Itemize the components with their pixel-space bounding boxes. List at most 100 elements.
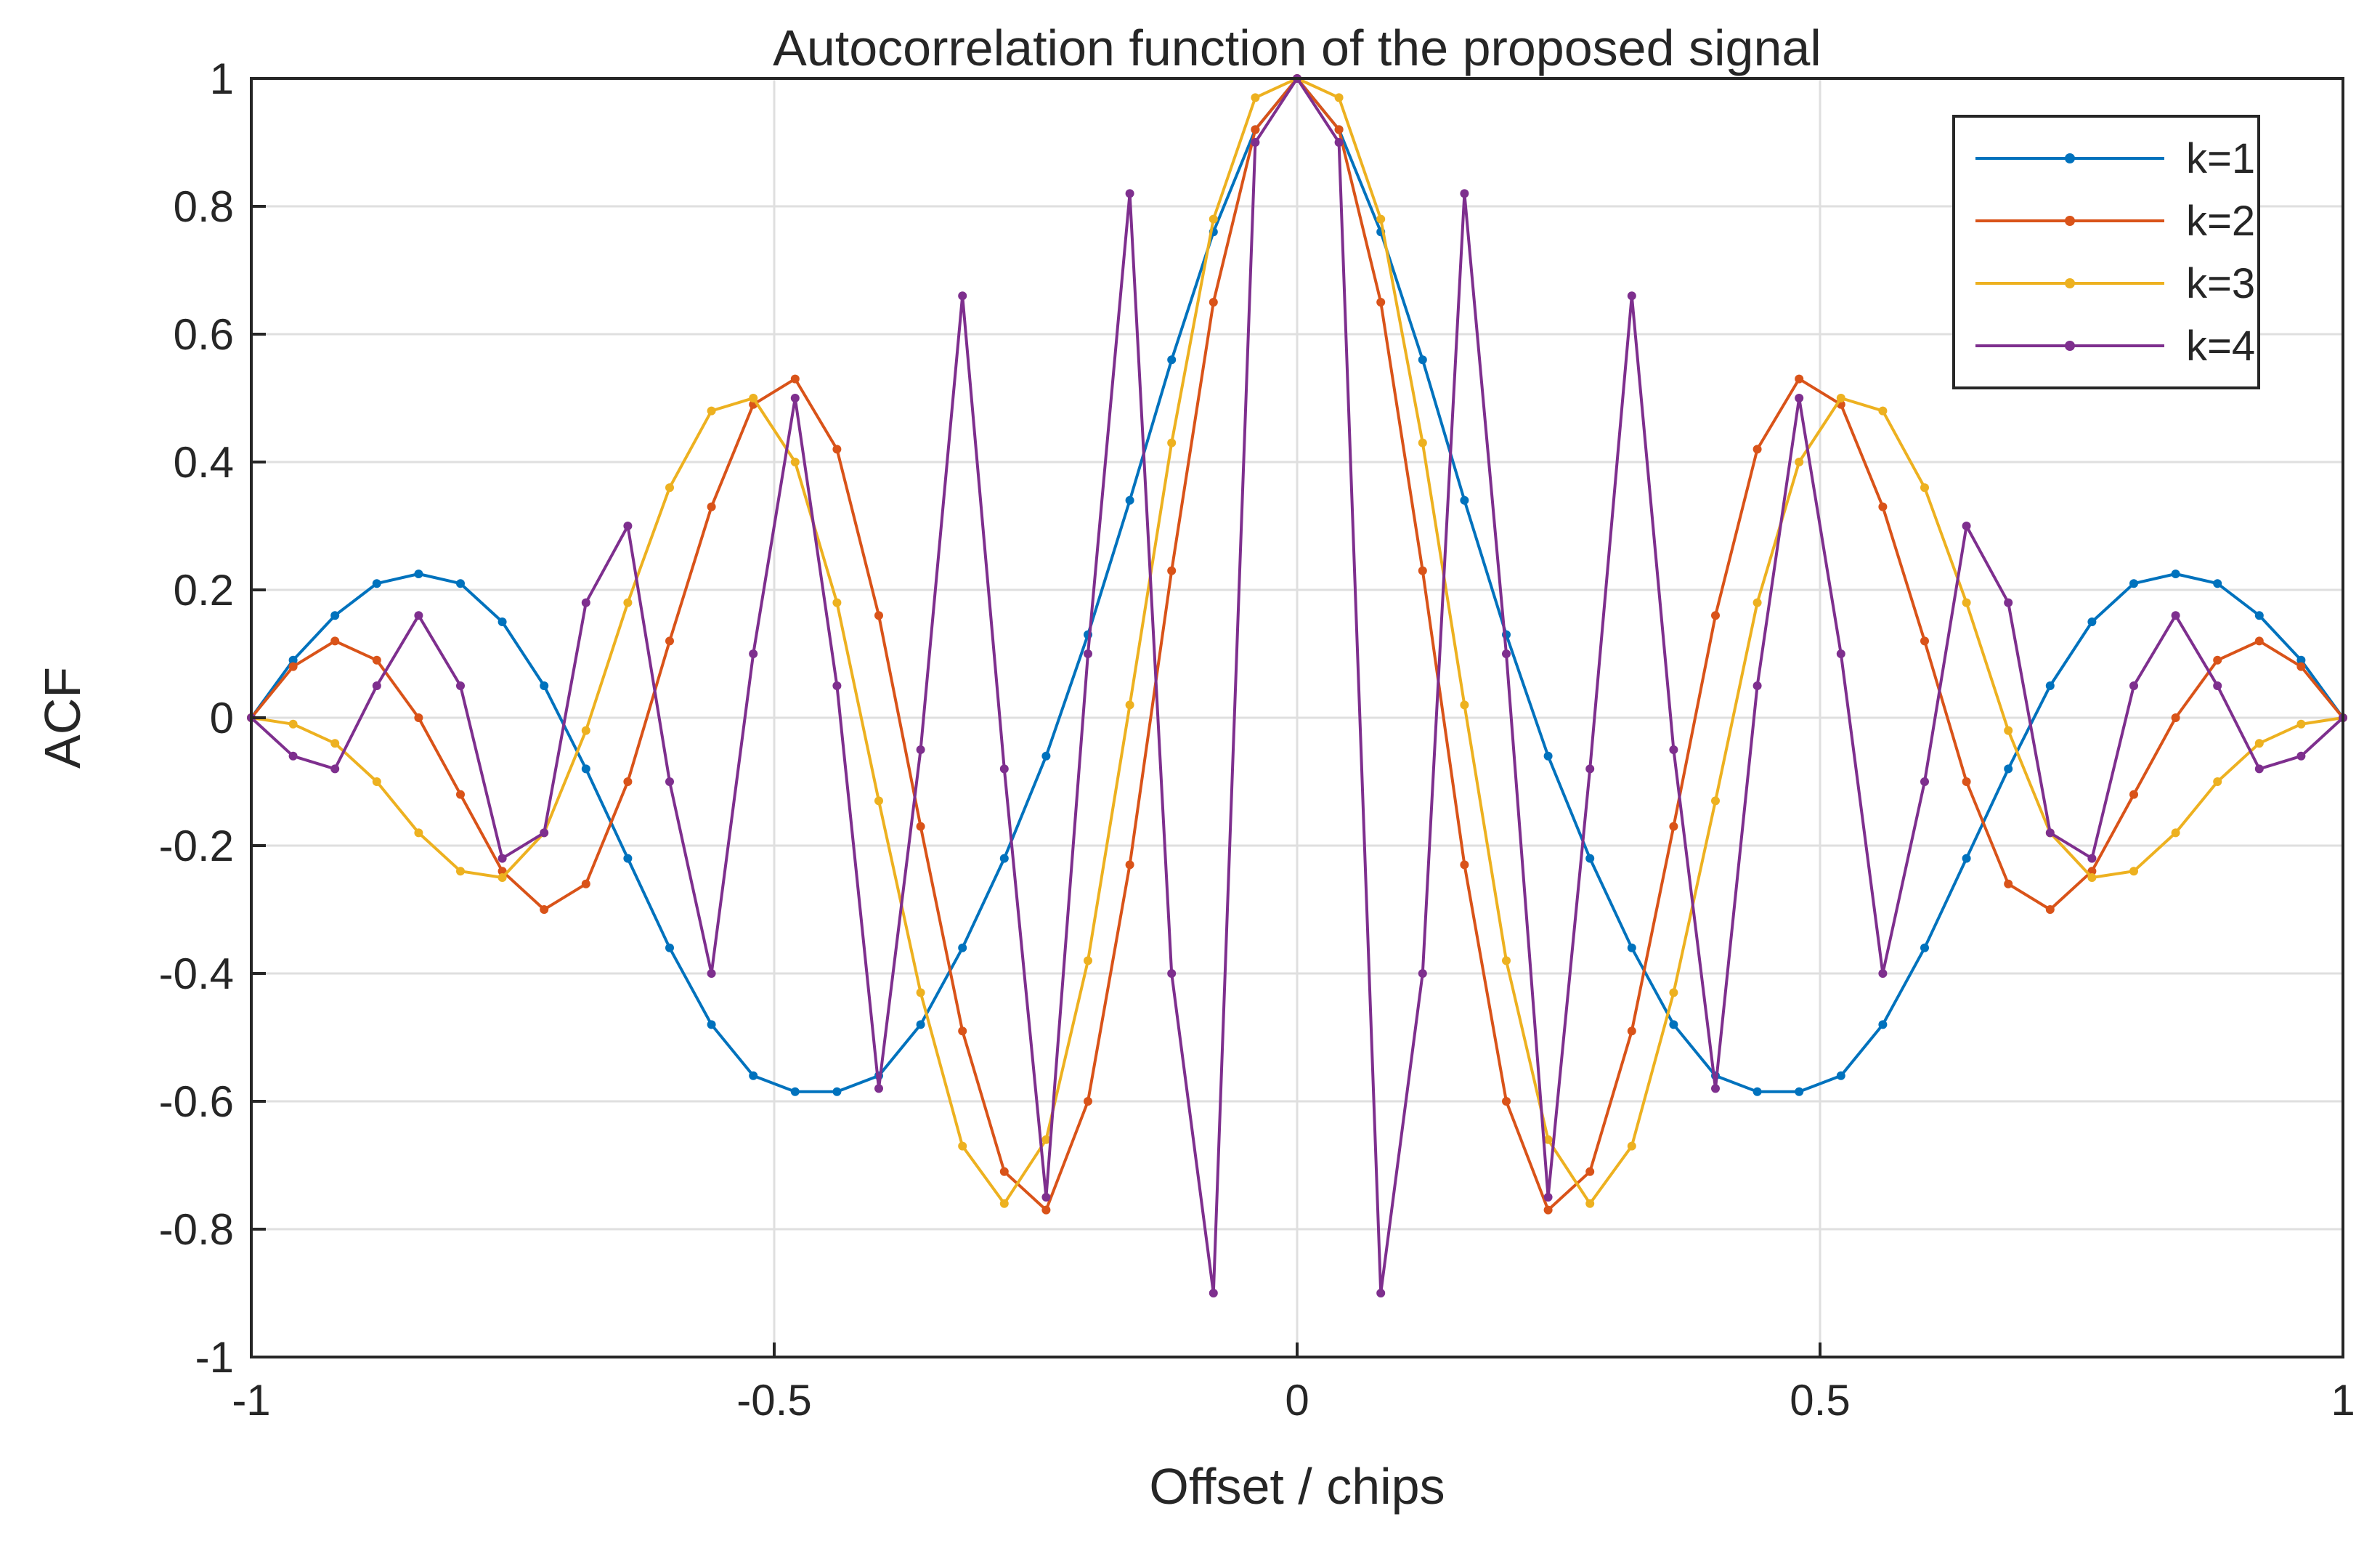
data-point <box>1084 649 1092 658</box>
data-point <box>2087 873 2097 882</box>
data-point <box>749 1071 758 1080</box>
data-point <box>456 681 465 690</box>
data-point <box>288 751 298 761</box>
legend-label: k=2 <box>2186 198 2255 245</box>
data-point <box>1920 636 1929 646</box>
data-point <box>2254 611 2264 620</box>
data-point <box>1251 125 1260 134</box>
data-point <box>2004 879 2013 888</box>
x-tick-label: -0.5 <box>736 1376 811 1425</box>
data-point <box>497 873 507 882</box>
data-point <box>1418 969 1427 978</box>
data-point <box>288 655 298 665</box>
legend-label: k=3 <box>2186 260 2255 307</box>
data-point <box>1627 943 1636 952</box>
data-point <box>999 854 1009 863</box>
data-point <box>1920 777 1929 786</box>
data-point <box>2004 764 2013 774</box>
legend-marker <box>2065 216 2075 226</box>
data-point <box>790 1087 800 1096</box>
data-point <box>1167 969 1177 978</box>
data-point <box>1752 1087 1762 1096</box>
data-point <box>1962 598 1971 607</box>
data-point <box>497 854 507 863</box>
data-point <box>916 988 925 997</box>
data-point <box>874 611 883 620</box>
x-axis-title: Offset / chips <box>1149 1458 1445 1515</box>
data-point <box>1418 438 1427 447</box>
data-point <box>330 611 340 620</box>
legend-item: k=2 <box>1975 198 2255 245</box>
legend-label: k=4 <box>2186 323 2255 370</box>
data-point <box>2087 854 2097 863</box>
data-point <box>1836 649 1845 658</box>
data-point <box>707 1020 716 1029</box>
x-tick-label: -1 <box>232 1376 270 1425</box>
data-point <box>832 598 842 607</box>
data-point <box>540 905 549 914</box>
data-point <box>790 374 800 384</box>
data-point <box>1627 1141 1636 1151</box>
data-point <box>2004 726 2013 735</box>
data-point <box>1334 93 1344 102</box>
data-point <box>1125 189 1134 198</box>
data-point <box>1376 214 1386 224</box>
data-point <box>665 636 674 646</box>
data-point <box>1585 1199 1595 1208</box>
legend-box <box>1952 115 2260 389</box>
data-point <box>1795 394 1804 402</box>
data-point <box>1585 1167 1595 1176</box>
data-point <box>1543 751 1553 761</box>
data-point <box>1041 1193 1051 1202</box>
data-point <box>999 764 1009 774</box>
data-point <box>2171 570 2180 578</box>
data-point <box>1669 745 1678 754</box>
data-point <box>1502 649 1511 658</box>
data-point <box>1084 1097 1092 1106</box>
data-point <box>1669 988 1678 997</box>
data-point <box>372 655 381 665</box>
y-tick-label: -0.2 <box>159 822 234 870</box>
data-point <box>1334 125 1344 134</box>
data-point <box>916 822 925 831</box>
y-tick-label: -0.8 <box>159 1205 234 1254</box>
data-point <box>623 522 633 530</box>
data-point <box>958 1141 967 1151</box>
data-point <box>2129 790 2138 799</box>
data-point <box>1920 943 1929 952</box>
data-point <box>456 790 465 799</box>
data-point <box>1752 445 1762 454</box>
data-point <box>1795 374 1804 384</box>
data-point <box>1167 566 1177 575</box>
legend-marker <box>2065 153 2075 163</box>
x-tick-label: 0.5 <box>1790 1376 1850 1425</box>
y-tick-label: 0.8 <box>174 182 234 231</box>
data-point <box>2296 655 2306 665</box>
data-point <box>665 777 674 786</box>
data-point <box>623 598 633 607</box>
data-point <box>1376 1289 1386 1297</box>
data-point <box>1167 438 1177 447</box>
legend-item: k=4 <box>1975 323 2255 370</box>
data-point <box>1627 291 1636 301</box>
data-point <box>1334 138 1344 147</box>
data-point <box>707 406 716 416</box>
data-point <box>2254 636 2264 646</box>
ticks: -1 -0.5 0 0.5 1 -1 -0.8 -0.6 -0.4 -0.2 0 0.2 0.4 0.6 0… <box>159 54 2355 1425</box>
chart-title: Autocorrelation function of the proposed… <box>773 20 1821 76</box>
data-point <box>1251 93 1260 102</box>
data-point <box>1543 1135 1553 1144</box>
data-point <box>1878 969 1888 978</box>
data-point <box>707 969 716 978</box>
data-point <box>2213 777 2222 786</box>
data-point <box>2213 655 2222 665</box>
data-point <box>540 828 549 838</box>
data-point <box>999 1167 1009 1176</box>
data-point <box>1502 1097 1511 1106</box>
y-tick-label: 0.6 <box>174 310 234 359</box>
data-point <box>1460 700 1469 710</box>
data-point <box>2045 905 2055 914</box>
data-point <box>1962 522 1971 530</box>
data-point <box>874 1084 883 1093</box>
data-point <box>581 764 590 774</box>
